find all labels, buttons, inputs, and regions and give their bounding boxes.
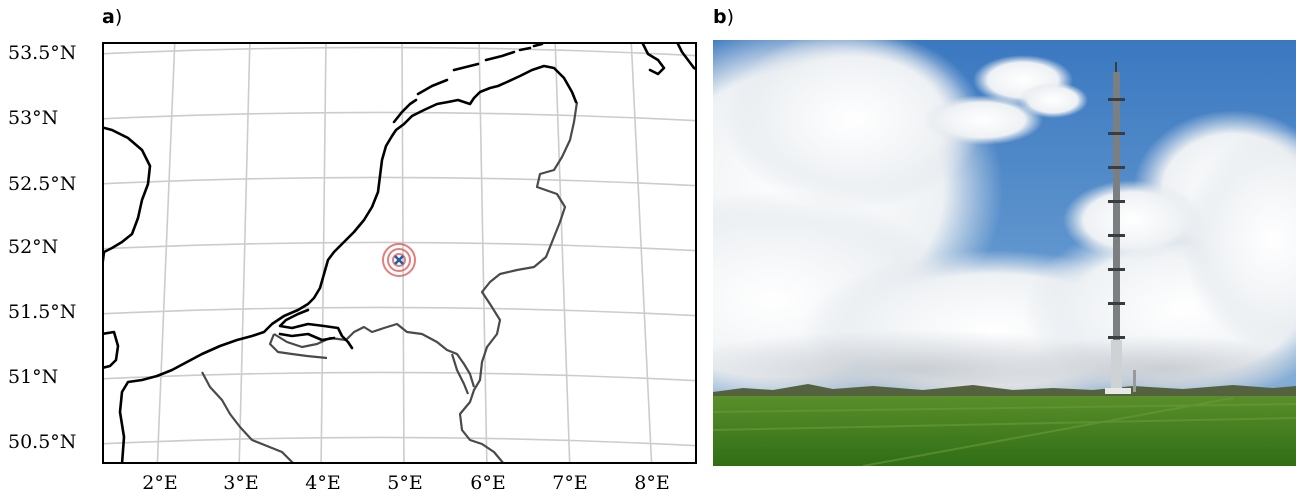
lon-label-8: 8°E	[634, 472, 670, 494]
coastlines	[102, 42, 697, 464]
mast-photo	[713, 40, 1296, 466]
lon-label-2: 2°E	[142, 472, 178, 494]
lon-label-6: 6°E	[470, 472, 506, 494]
lat-label-51-5: 51.5°N	[8, 301, 77, 323]
map-frame-border	[102, 42, 697, 464]
lon-label-7: 7°E	[552, 472, 588, 494]
site-ring-middle	[387, 248, 411, 272]
lat-label-52: 52°N	[8, 236, 59, 258]
site-ring-inner	[392, 253, 406, 267]
site-ring-outer	[382, 243, 416, 277]
lat-label-50-5: 50.5°N	[8, 431, 77, 453]
lat-label-52-5: 52.5°N	[8, 173, 77, 195]
meteorological-mast	[1105, 62, 1136, 394]
lat-label-53-5: 53.5°N	[8, 42, 77, 64]
graticule-latitudes	[102, 46, 697, 447]
site-marker[interactable]	[382, 243, 416, 277]
panel-b-label: b)	[713, 6, 735, 28]
lon-label-5: 5°E	[387, 472, 423, 494]
lon-label-3: 3°E	[223, 472, 259, 494]
graticule-longitudes	[156, 42, 653, 464]
site-cross-icon	[394, 255, 404, 265]
country-borders	[201, 101, 579, 464]
clouds	[713, 40, 1296, 410]
field-ditches	[713, 397, 1296, 466]
panel-a-label: a)	[102, 6, 123, 28]
lon-label-4: 4°E	[305, 472, 341, 494]
map-panel[interactable]	[102, 42, 697, 464]
lat-label-51: 51°N	[8, 366, 59, 388]
grass-field	[713, 396, 1296, 466]
lat-label-53: 53°N	[8, 107, 59, 129]
